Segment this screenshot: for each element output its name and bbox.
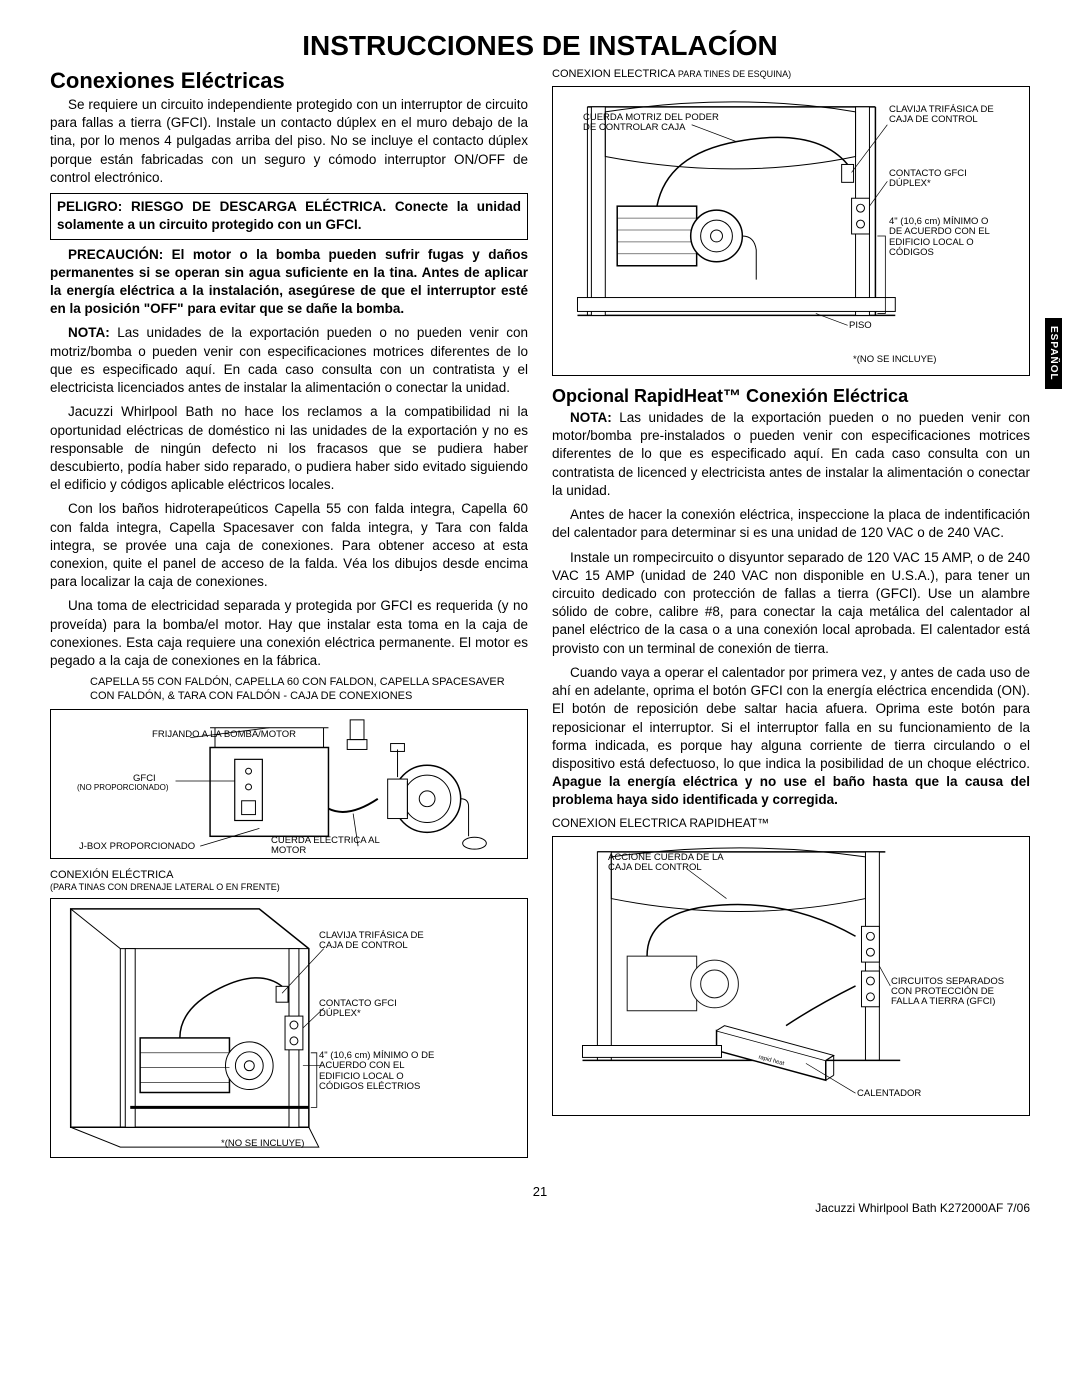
r-p3a: Cuando vaya a operar el calentador por p… <box>552 665 1030 771</box>
dia2-l3: 4" (10,6 cm) MÍNIMO O DE ACUERDO CON EL … <box>319 1051 439 1093</box>
dia3-title: CONEXION ELECTRICA <box>552 68 675 80</box>
left-precaution: PRECAUCIÓN: El motor o la bomba pueden s… <box>50 246 528 319</box>
left-nota: NOTA: Las unidades de la exportación pue… <box>50 324 528 397</box>
r-nota-text: Las unidades de la exportación pueden o … <box>552 410 1030 498</box>
dia1-l1: FRIJANDO A LA BOMBA/MOTOR <box>141 730 296 740</box>
dia4-title: CONEXION ELECTRICA RAPIDHEAT™ <box>552 816 1030 830</box>
dia3-l1: CUERDA MOTRIZ DEL PODER DE CONTROLAR CAJ… <box>583 113 723 134</box>
footer: Jacuzzi Whirlpool Bath K272000AF 7/06 <box>50 1201 1030 1215</box>
dia1-l3: (NO PROPORCIONADO) <box>77 784 169 793</box>
dia1-title: CAPELLA 55 CON FALDÓN, CAPELLA 60 CON FA… <box>50 676 528 702</box>
diagram-lateral: CLAVIJA TRIFÁSICA DE CAJA DE CONTROL CON… <box>50 898 528 1158</box>
left-p1: Se requiere un circuito independiente pr… <box>50 96 528 187</box>
dia3-sub: PARA TINES DE ESQUINA) <box>678 69 791 79</box>
left-p4: Una toma de electricidad separada y prot… <box>50 597 528 670</box>
dia4-l1: ACCIONE CUERDA DE LA CAJA DEL CONTROL <box>608 853 738 874</box>
dia3-l6: *(NO SE INCLUYE) <box>853 355 936 365</box>
right-p1: Antes de hacer la conexión eléctrica, in… <box>552 506 1030 542</box>
nota-text: Las unidades de la exportación pueden o … <box>50 325 528 395</box>
diagram-corner: CUERDA MOTRIZ DEL PODER DE CONTROLAR CAJ… <box>552 86 1030 376</box>
r-nota-label: NOTA: <box>570 410 612 425</box>
dia2-l4: *(NO SE INCLUYE) <box>221 1139 304 1149</box>
diagram-jbox: FRIJANDO A LA BOMBA/MOTOR GFCI (NO PROPO… <box>50 709 528 859</box>
right-p3: Cuando vaya a operar el calentador por p… <box>552 664 1030 810</box>
nota-label: NOTA: <box>68 325 110 340</box>
dia1-l5: CUERDA ELÉCTRICA AL MOTOR <box>271 836 381 857</box>
page-number: 21 <box>50 1184 1030 1199</box>
diagram-rapidheat: rapid heat ACCIONE CUERDA DE LA CAJA DEL… <box>552 836 1030 1116</box>
dia4-l2: CIRCUITOS SEPARADOS CON PROTECCIÓN DE FA… <box>891 977 1016 1008</box>
dia2-l1: CLAVIJA TRIFÁSICA DE CAJA DE CONTROL <box>319 931 439 952</box>
left-heading: Conexiones Eléctricas <box>50 68 528 94</box>
main-title: INSTRUCCIONES DE INSTALACÍON <box>50 30 1030 62</box>
r-p3b: Apague la energía eléctrica y no use el … <box>552 774 1030 807</box>
dia1-l4: J-BOX PROPORCIONADO <box>79 842 195 852</box>
dia3-l5: PISO <box>849 321 872 331</box>
dia3-l4: 4" (10,6 cm) MÍNIMO O DE ACUERDO CON EL … <box>889 217 999 259</box>
dia3-l2: CLAVIJA TRIFÁSICA DE CAJA DE CONTROL <box>889 105 1009 126</box>
two-column-layout: Conexiones Eléctricas Se requiere un cir… <box>50 68 1030 1168</box>
left-p3: Con los baños hidroterapeúticos Capella … <box>50 500 528 591</box>
right-nota: NOTA: Las unidades de la exportación pue… <box>552 409 1030 500</box>
right-p2: Instale un rompecircuito o disyuntor sep… <box>552 549 1030 658</box>
dia2-sub: (PARA TINAS CON DRENAJE LATERAL O EN FRE… <box>50 882 528 892</box>
dia2-l2: CONTACTO GFCI DÚPLEX* <box>319 999 429 1020</box>
dia4-l3: CALENTADOR <box>857 1089 921 1099</box>
language-tab: ESPAÑOL <box>1045 318 1062 389</box>
right-heading: Opcional RapidHeat™ Conexión Eléctrica <box>552 386 1030 407</box>
left-column: Conexiones Eléctricas Se requiere un cir… <box>50 68 528 1168</box>
left-p2: Jacuzzi Whirlpool Bath no hace los recla… <box>50 403 528 494</box>
lateral-svg <box>51 899 527 1157</box>
danger-box: PELIGRO: RIESGO DE DESCARGA ELÉCTRICA. C… <box>50 193 528 239</box>
dia2-title: CONEXIÓN ELÉCTRICA <box>50 869 528 882</box>
right-column: CONEXION ELECTRICA PARA TINES DE ESQUINA… <box>552 68 1030 1168</box>
dia3-l3: CONTACTO GFCI DÚPLEX* <box>889 169 999 190</box>
